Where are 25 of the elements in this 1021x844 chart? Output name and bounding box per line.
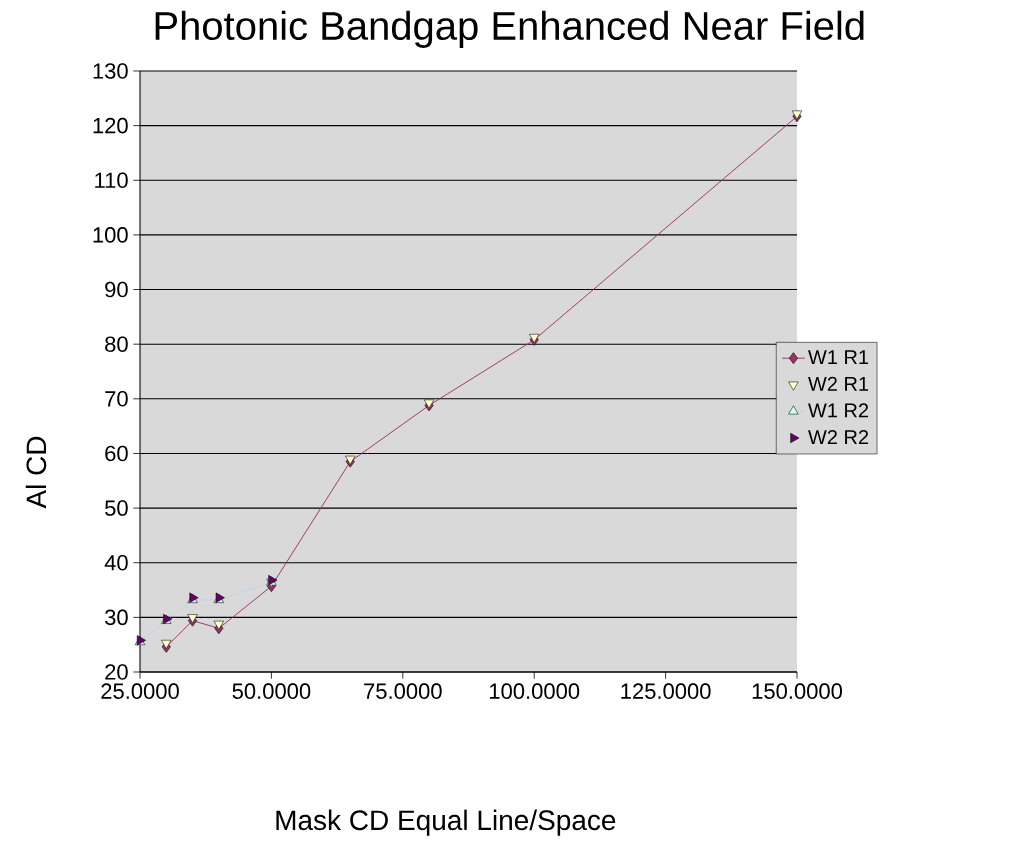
x-tick-label: 75.0000: [364, 683, 442, 699]
x-tick-label: 25.0000: [101, 683, 179, 699]
x-tick-label: 50.0000: [232, 683, 311, 699]
x-axis-title: Mask CD Equal Line/Space: [276, 809, 616, 836]
y-tick-label: 70: [105, 391, 128, 407]
y-tick-label: 40: [104, 554, 128, 571]
y-tick-label: 120: [93, 117, 128, 134]
x-tick-label: 100.0000: [490, 683, 580, 699]
y-tick-label: 110: [95, 172, 128, 189]
x-tick-label: 150.0000: [752, 683, 843, 699]
y-tick-label: 50: [105, 500, 128, 516]
y-tick-label: 20: [105, 664, 128, 680]
legend-label: W2 R1: [808, 376, 869, 391]
y-tick-label: 60: [105, 445, 128, 462]
y-axis-title: Al CD: [25, 436, 47, 509]
legend-label: W1 R1: [808, 350, 869, 365]
legend-label: W2 R2: [808, 430, 869, 444]
x-tick-label: 125.0000: [621, 683, 711, 699]
y-tick-label: 130: [93, 63, 128, 79]
chart-title: Photonic Bandgap Enhanced Near Field: [155, 10, 864, 48]
y-tick-label: 90: [105, 281, 128, 298]
y-tick-label: 30: [104, 609, 128, 626]
legend-label: W1 R2: [808, 403, 869, 418]
y-tick-label: 80: [105, 336, 128, 352]
y-tick-label: 100: [93, 227, 128, 243]
